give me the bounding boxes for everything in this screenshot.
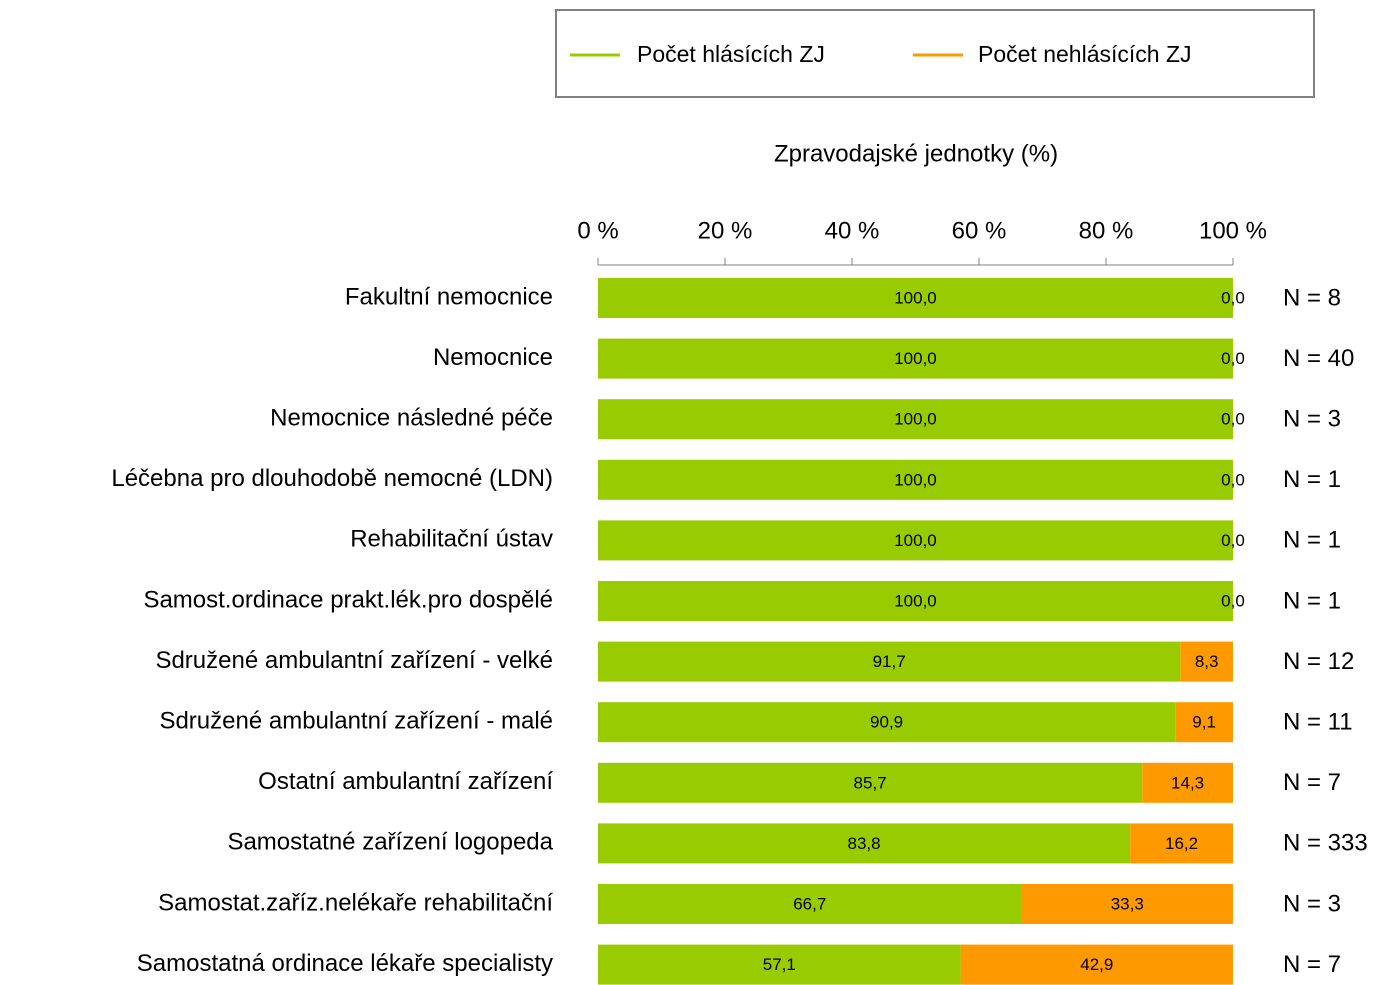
data-label: 90,9 (870, 713, 903, 732)
data-label: 33,3 (1111, 894, 1144, 913)
data-label: 0,0 (1221, 470, 1245, 489)
data-label: 0,0 (1221, 288, 1245, 307)
bar-segment (598, 702, 1176, 743)
data-label: 100,0 (894, 470, 937, 489)
data-label: 0,0 (1221, 410, 1245, 429)
data-label: 0,0 (1221, 349, 1245, 368)
n-label: N = 1 (1283, 587, 1341, 614)
data-label: 8,3 (1195, 652, 1219, 671)
category-label: Rehabilitační ústav (350, 526, 553, 553)
x-tick-label: 60 % (952, 217, 1007, 244)
data-label: 42,9 (1080, 955, 1113, 974)
category-label: Léčebna pro dlouhodobě nemocné (LDN) (111, 465, 553, 492)
data-label: 0,0 (1221, 591, 1245, 610)
category-label: Nemocnice (433, 344, 553, 371)
data-label: 83,8 (848, 834, 881, 853)
category-label: Ostatní ambulantní zařízení (258, 768, 553, 795)
category-label: Nemocnice následné péče (270, 405, 553, 432)
data-label: 66,7 (793, 894, 826, 913)
bar-segment (598, 338, 1233, 379)
x-tick-label: 20 % (698, 217, 753, 244)
n-label: N = 12 (1283, 648, 1354, 675)
category-label: Sdružené ambulantní zařízení - malé (159, 708, 553, 735)
data-label: 100,0 (894, 531, 937, 550)
bar-segment (598, 278, 1233, 318)
data-label: 57,1 (763, 955, 796, 974)
x-tick-label: 80 % (1079, 217, 1134, 244)
data-label: 91,7 (873, 652, 906, 671)
bar-segment (1142, 762, 1233, 803)
legend-label: Počet nehlásících ZJ (978, 41, 1192, 67)
data-label: 85,7 (854, 773, 887, 792)
n-label: N = 1 (1283, 527, 1341, 554)
data-label: 16,2 (1165, 834, 1198, 853)
x-tick-label: 0 % (577, 217, 618, 244)
n-label: N = 1 (1283, 466, 1341, 493)
category-label: Samost.ordinace prakt.lék.pro dospělé (143, 586, 553, 613)
x-tick-label: 40 % (825, 217, 880, 244)
n-label: N = 7 (1283, 769, 1341, 796)
category-label: Samostatné zařízení logopeda (227, 829, 553, 856)
legend-label: Počet hlásících ZJ (637, 41, 825, 67)
bar-segment (598, 944, 961, 985)
data-label: 100,0 (894, 288, 937, 307)
n-label: N = 3 (1283, 890, 1341, 917)
bar-segment (598, 581, 1233, 621)
bar-segment (1021, 884, 1233, 924)
data-label: 0,0 (1221, 531, 1245, 550)
data-label: 14,3 (1171, 773, 1204, 792)
n-label: N = 8 (1283, 284, 1341, 311)
n-label: N = 333 (1283, 830, 1368, 857)
n-label: N = 7 (1283, 951, 1341, 978)
n-label: N = 40 (1283, 345, 1354, 372)
bar-segment (598, 762, 1143, 803)
data-label: 100,0 (894, 410, 937, 429)
bar-segment (1180, 641, 1233, 682)
category-label: Sdružené ambulantní zařízení - velké (155, 647, 553, 674)
axis-title: Zpravodajské jednotky (%) (774, 140, 1058, 167)
bar-segment (598, 823, 1131, 864)
bar-segment (1130, 823, 1233, 864)
data-label: 100,0 (894, 591, 937, 610)
bar-segment (598, 399, 1233, 440)
bar-segment (598, 520, 1233, 561)
bar-segment (598, 459, 1233, 500)
n-label: N = 3 (1283, 406, 1341, 433)
bar-segment (598, 641, 1181, 682)
category-label: Fakultní nemocnice (345, 283, 553, 310)
data-label: 9,1 (1192, 713, 1216, 732)
bar-segment (960, 944, 1233, 985)
x-tick-label: 100 % (1199, 217, 1267, 244)
bar-segment (1175, 702, 1233, 743)
data-label: 100,0 (894, 349, 937, 368)
category-label: Samostat.zaříz.nelékaře rehabilitační (158, 889, 553, 916)
bar-segment (598, 884, 1022, 924)
category-label: Samostatná ordinace lékaře specialisty (137, 950, 553, 977)
n-label: N = 11 (1283, 709, 1353, 736)
